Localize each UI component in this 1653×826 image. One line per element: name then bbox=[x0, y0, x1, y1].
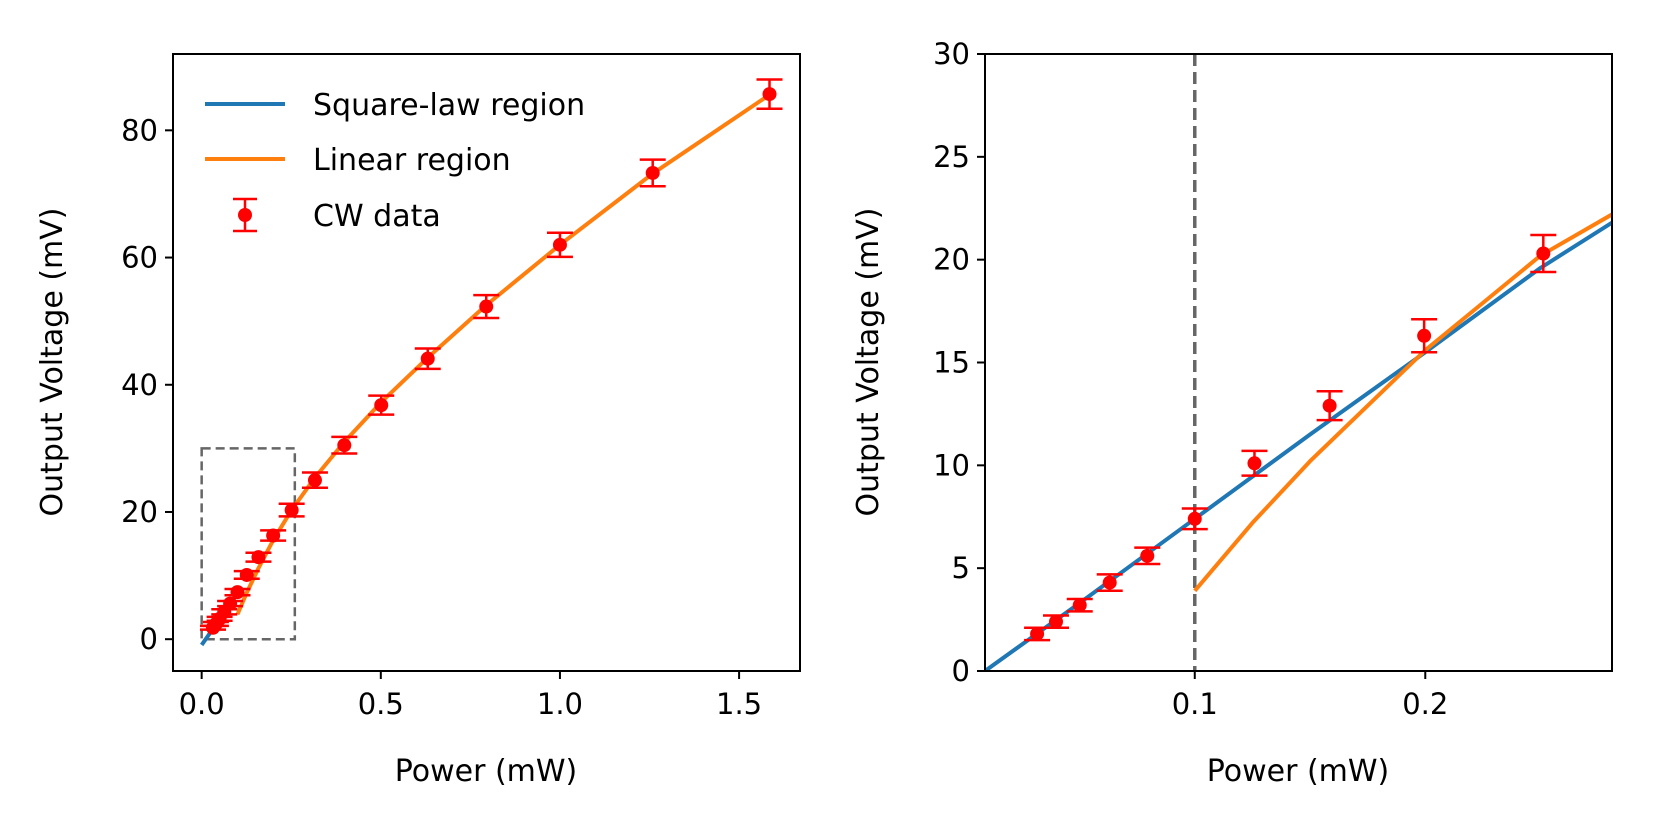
data-point-right-7 bbox=[1316, 390, 1343, 422]
data-point-left-11 bbox=[331, 435, 358, 455]
legend: Square-law region Linear region CW data bbox=[205, 88, 585, 234]
data-point-left-9 bbox=[278, 502, 305, 518]
y-tick-label: 20 bbox=[121, 495, 158, 529]
data-point-left-7 bbox=[245, 550, 272, 565]
data-point-left-6 bbox=[233, 567, 260, 582]
data-point-right-8 bbox=[1411, 318, 1438, 354]
marker bbox=[1247, 456, 1262, 471]
data-point-right-9 bbox=[1530, 233, 1557, 274]
marker bbox=[1048, 614, 1063, 629]
y-tick-label: 30 bbox=[933, 37, 970, 71]
data-point-right-0 bbox=[1024, 626, 1051, 642]
marker bbox=[1536, 246, 1551, 261]
marker bbox=[223, 596, 238, 611]
marker bbox=[337, 438, 352, 453]
ticks-right: 0.1 0.2 0 5 10 15 20 25 30 bbox=[933, 37, 1448, 721]
chart-left: 0.0 0.5 1.0 1.5 0 20 40 60 80 Power (mW) Output … bbox=[35, 53, 801, 789]
y-tick-label: 15 bbox=[933, 346, 970, 380]
ticks-left: 0.0 0.5 1.0 1.5 0 20 40 60 80 bbox=[121, 113, 762, 721]
y-tick-label: 25 bbox=[933, 140, 970, 174]
data-point-left-15 bbox=[546, 231, 573, 259]
y-axis-label-right: Output Voltage (mV) bbox=[851, 208, 886, 517]
legend-label-square-law: Square-law region bbox=[313, 88, 585, 123]
data-point-left-13 bbox=[414, 347, 441, 371]
y-tick-label: 20 bbox=[933, 243, 970, 277]
marker bbox=[479, 299, 494, 314]
x-axis-label-right: Power (mW) bbox=[1207, 754, 1390, 789]
data-point-left-14 bbox=[473, 293, 500, 320]
data-point-left-10 bbox=[301, 471, 328, 490]
data-point-left-4 bbox=[217, 596, 244, 611]
marker bbox=[1417, 328, 1432, 343]
y-tick-label: 60 bbox=[121, 241, 158, 275]
marker bbox=[239, 567, 254, 582]
x-tick-label: 0.5 bbox=[358, 687, 404, 721]
plot-area-left bbox=[199, 78, 783, 647]
data-point-left-8 bbox=[260, 528, 287, 543]
data-point-right-6 bbox=[1241, 449, 1268, 477]
x-tick-label: 1.0 bbox=[537, 687, 583, 721]
data-point-left-17 bbox=[756, 78, 783, 110]
y-tick-label: 40 bbox=[121, 368, 158, 402]
x-tick-label: 0.1 bbox=[1172, 687, 1218, 721]
y-tick-label: 5 bbox=[952, 551, 970, 585]
x-tick-label: 0.0 bbox=[179, 687, 225, 721]
marker bbox=[230, 585, 245, 600]
marker bbox=[762, 87, 777, 102]
legend-label-linear: Linear region bbox=[313, 143, 511, 178]
y-axis-label-left: Output Voltage (mV) bbox=[35, 208, 70, 517]
marker bbox=[284, 503, 299, 518]
marker bbox=[552, 237, 567, 252]
data-point-right-5 bbox=[1181, 507, 1208, 531]
marker bbox=[1140, 548, 1155, 563]
x-tick-label: 0.2 bbox=[1402, 687, 1448, 721]
legend-swatch-cw-data bbox=[233, 197, 257, 233]
marker bbox=[1072, 598, 1087, 613]
data-point-left-16 bbox=[639, 158, 666, 188]
data-point-left-5 bbox=[224, 585, 251, 600]
marker bbox=[645, 165, 660, 180]
marker bbox=[420, 351, 435, 366]
data-point-left-12 bbox=[368, 394, 395, 416]
y-tick-label: 0 bbox=[952, 654, 970, 688]
marker bbox=[1030, 626, 1045, 641]
axes-frame-right bbox=[984, 53, 1613, 672]
marker bbox=[1187, 511, 1202, 526]
chart-right: 0.1 0.2 0 5 10 15 20 25 30 Power (mW) Output Vol… bbox=[851, 37, 1613, 789]
marker bbox=[1322, 398, 1337, 413]
marker bbox=[251, 550, 266, 565]
marker bbox=[1102, 575, 1117, 590]
axes-frame-left bbox=[172, 53, 801, 672]
marker bbox=[266, 528, 281, 543]
zoom-region-box bbox=[200, 447, 297, 641]
y-tick-label: 0 bbox=[140, 622, 158, 656]
data-point-right-3 bbox=[1096, 573, 1123, 593]
data-point-right-1 bbox=[1042, 614, 1069, 630]
plot-area-right bbox=[985, 54, 1612, 671]
legend-label-cw-data: CW data bbox=[313, 199, 441, 234]
data-point-right-4 bbox=[1134, 546, 1161, 566]
y-tick-label: 80 bbox=[121, 113, 158, 147]
series-line-linear-region-right bbox=[1193, 212, 1612, 593]
x-tick-label: 1.5 bbox=[716, 687, 762, 721]
marker bbox=[374, 398, 389, 413]
y-tick-label: 10 bbox=[933, 448, 970, 482]
data-point-right-2 bbox=[1066, 597, 1093, 613]
x-axis-label-left: Power (mW) bbox=[395, 754, 578, 789]
marker bbox=[307, 473, 322, 488]
